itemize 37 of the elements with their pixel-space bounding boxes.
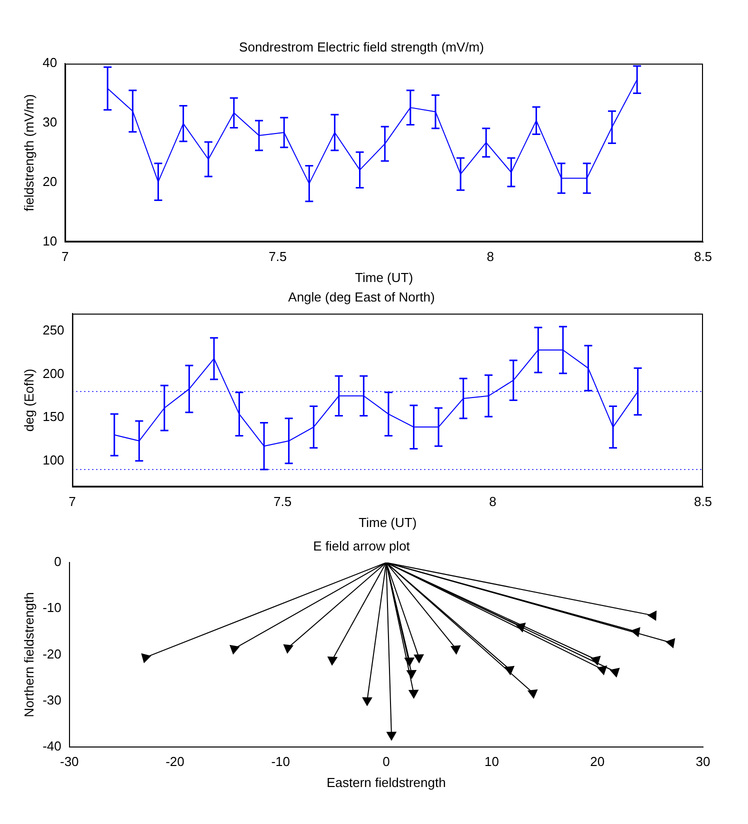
- x-axis-title: Time (UT): [355, 270, 414, 285]
- y-tick-label: -20: [42, 646, 62, 662]
- x-tick-label: 7: [61, 249, 69, 264]
- y-tick-label: 100: [42, 452, 64, 468]
- x-axis-title: Eastern fieldstrength: [326, 774, 446, 790]
- x-axis-title: Time (UT): [358, 514, 417, 530]
- x-tick-label: -20: [166, 754, 184, 770]
- y-axis-title: deg (EofN): [21, 368, 36, 432]
- y-axis-title: Northern fieldstrength: [21, 592, 36, 718]
- y-axis-title: fieldstrength (mV/m): [21, 94, 36, 212]
- y-tick-label: 30: [42, 114, 58, 130]
- y-tick-label: 150: [42, 409, 64, 424]
- x-tick-label: 30: [696, 754, 710, 770]
- x-tick-label: 0: [382, 754, 390, 770]
- y-tick-label: -10: [42, 600, 62, 616]
- x-tick-label: 8.5: [694, 494, 712, 510]
- y-tick-label: 0: [54, 554, 62, 570]
- y-tick-label: 200: [42, 366, 64, 381]
- chart-title: E field arrow plot: [313, 538, 410, 554]
- y-tick-label: -30: [42, 692, 62, 708]
- x-tick-label: 7.5: [273, 494, 292, 510]
- y-tick-label: 20: [42, 174, 58, 189]
- x-tick-label: 8.5: [694, 249, 712, 264]
- chart-title: Angle (deg East of North): [288, 289, 435, 304]
- chart-title: Sondrestrom Electric field strength (mV/m): [239, 39, 484, 54]
- x-tick-label: 10: [484, 754, 500, 770]
- x-tick-label: 20: [590, 754, 605, 770]
- y-tick-label: -40: [42, 738, 62, 754]
- y-tick-label: 10: [42, 233, 58, 248]
- y-tick-label: 40: [42, 55, 58, 70]
- x-tick-label: 7: [68, 494, 76, 510]
- x-tick-label: -30: [60, 754, 79, 770]
- x-tick-label: 8: [486, 249, 494, 264]
- x-tick-label: 8: [489, 494, 496, 510]
- y-tick-label: 250: [42, 322, 64, 338]
- x-tick-label: -10: [271, 754, 290, 770]
- x-tick-label: 7.5: [268, 249, 287, 264]
